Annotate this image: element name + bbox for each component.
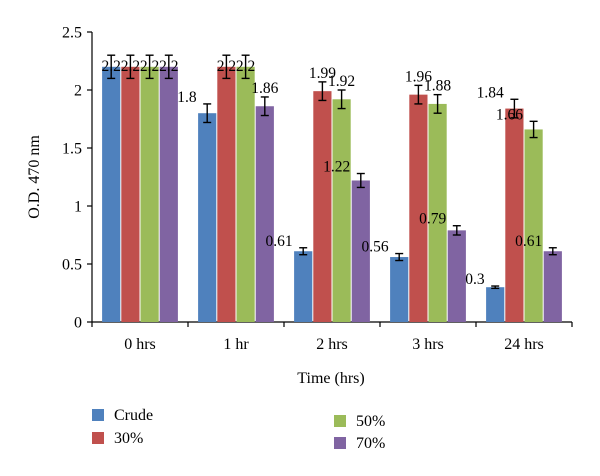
bar	[313, 91, 332, 322]
y-axis-title: O.D. 470 nm	[26, 135, 43, 219]
data-label: 2.2	[102, 58, 121, 75]
data-label: 0.61	[265, 233, 292, 250]
x-tick-label: 1 hr	[223, 336, 249, 353]
data-label: 1.96	[405, 68, 432, 85]
bar	[255, 106, 274, 323]
data-label: 1.88	[424, 78, 451, 95]
x-tick-label: 24 hrs	[504, 336, 544, 353]
chart-bars	[102, 66, 562, 323]
data-label: 0.79	[419, 211, 446, 228]
legend-swatch	[92, 432, 104, 444]
x-tick-label: 2 hrs	[316, 336, 348, 353]
chart-legend: Crude 30% 50% 70%	[92, 407, 385, 452]
chart-tick-labels: 0 0.5 1 1.5 2 2.5 0 hrs 1 hr 2 hrs 3 hrs 24 hrs	[62, 25, 544, 354]
bar	[159, 66, 178, 322]
bar	[294, 251, 313, 322]
legend-swatch	[92, 409, 104, 421]
data-label: 1.92	[328, 73, 355, 90]
bar	[486, 287, 505, 322]
data-label: 1.22	[323, 159, 350, 176]
bar	[102, 66, 121, 322]
data-label: 0.56	[361, 239, 388, 256]
data-label: 0.61	[515, 233, 542, 250]
bar	[524, 129, 543, 322]
bar	[543, 251, 562, 322]
y-tick-label: 2.5	[62, 25, 82, 42]
chart-data-labels: 2.21.80.61 0.560.32.2 2.2 1.99 1.961.842.2 2.…	[102, 58, 543, 288]
bar	[351, 180, 370, 322]
y-tick-label: 1	[74, 199, 82, 216]
data-label: 2.2	[159, 58, 178, 75]
bar	[217, 66, 236, 322]
chart-error-bars	[107, 54, 557, 290]
legend-label: 50%	[356, 413, 385, 430]
data-label: 2.2	[140, 58, 159, 75]
bar	[332, 99, 351, 322]
y-tick-label: 1.5	[62, 141, 82, 158]
legend-label: 70%	[356, 435, 385, 452]
data-label: 2.2	[217, 58, 236, 75]
data-label: 2.2	[236, 58, 255, 75]
data-label: 2.2	[121, 58, 140, 75]
data-label: 1.8	[177, 89, 197, 106]
y-tick-label: 0	[74, 315, 82, 332]
data-label: 1.84	[477, 84, 504, 101]
bar	[140, 66, 159, 322]
y-tick-label: 2	[74, 83, 82, 100]
bar	[198, 113, 217, 322]
data-label: 0.3	[465, 271, 485, 288]
x-axis-title: Time (hrs)	[297, 370, 364, 387]
bar	[447, 230, 466, 322]
legend-label: Crude	[114, 407, 153, 424]
legend-label: 30%	[114, 430, 143, 447]
bar	[236, 66, 255, 322]
bar	[121, 66, 140, 322]
data-label: 1.99	[309, 65, 336, 82]
data-label: 1.66	[496, 106, 523, 123]
bar	[428, 103, 447, 322]
x-tick-label: 3 hrs	[412, 336, 444, 353]
bar	[409, 94, 428, 322]
y-tick-label: 0.5	[62, 257, 82, 274]
legend-swatch	[334, 437, 346, 449]
x-tick-label: 0 hrs	[124, 336, 156, 353]
data-label: 1.86	[251, 80, 278, 97]
bar	[505, 108, 524, 322]
bar	[390, 257, 409, 322]
legend-swatch	[334, 415, 346, 427]
